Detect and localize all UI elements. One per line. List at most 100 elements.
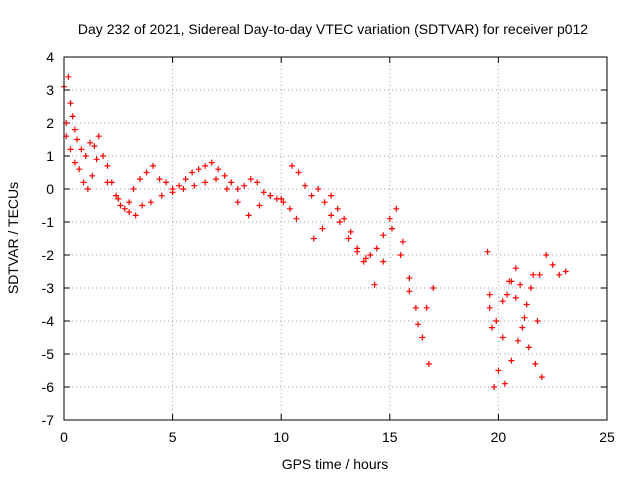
data-point: [213, 176, 220, 183]
data-point: [499, 334, 506, 341]
y-tick-label: -1: [42, 214, 55, 230]
data-point: [95, 133, 102, 140]
data-point: [247, 176, 254, 183]
data-point: [493, 318, 500, 324]
y-tick-label: 0: [46, 181, 54, 197]
data-point: [386, 215, 393, 222]
data-point: [556, 271, 563, 278]
data-point: [89, 172, 96, 179]
data-point: [234, 199, 241, 206]
data-points: [61, 73, 569, 390]
data-point: [360, 258, 367, 265]
data-point: [380, 232, 387, 239]
data-point: [347, 228, 354, 235]
y-tick-label: -5: [42, 346, 55, 362]
data-point: [328, 192, 335, 199]
data-point: [512, 265, 519, 272]
data-point: [341, 215, 348, 222]
series-sdtvar-d: [310, 212, 437, 328]
series-sdtvar-c: [289, 162, 432, 367]
data-point: [80, 179, 87, 186]
data-point: [367, 252, 374, 258]
data-point: [87, 139, 94, 146]
data-point: [74, 136, 81, 143]
y-tick-label: -4: [42, 313, 55, 329]
data-point: [430, 285, 437, 291]
y-tick-label: 4: [46, 49, 54, 65]
data-point: [223, 186, 230, 192]
data-point: [191, 182, 198, 189]
data-point: [488, 324, 495, 331]
data-point: [334, 205, 341, 212]
plot-frame: [63, 56, 608, 421]
x-tick-label: 25: [599, 429, 615, 445]
data-point: [419, 334, 426, 341]
data-point: [228, 179, 235, 186]
data-point: [69, 113, 76, 120]
data-point: [530, 271, 537, 278]
data-point: [150, 162, 157, 169]
series-sdtvar-b: [63, 133, 285, 219]
data-point: [113, 192, 120, 199]
data-point: [91, 143, 98, 150]
x-axis-label: GPS time / hours: [282, 456, 389, 472]
data-point: [65, 73, 72, 80]
data-point: [371, 281, 378, 288]
data-point: [354, 248, 361, 255]
x-tick-label: 10: [273, 429, 289, 445]
data-point: [289, 162, 296, 169]
data-point: [82, 153, 89, 159]
data-point: [256, 202, 263, 209]
data-point: [104, 179, 111, 186]
data-point: [525, 344, 532, 351]
x-tick-label: 15: [382, 429, 398, 445]
data-point: [425, 360, 432, 367]
data-point: [319, 225, 326, 232]
data-point: [512, 294, 519, 301]
data-point: [328, 212, 335, 219]
data-point: [189, 169, 196, 176]
data-point: [315, 186, 322, 192]
data-point: [527, 285, 534, 291]
data-point: [295, 169, 302, 176]
data-point: [147, 199, 154, 206]
data-point: [302, 182, 309, 189]
data-point: [517, 281, 524, 288]
data-point: [67, 100, 74, 107]
series-sdtvar-a: [61, 73, 300, 222]
data-point: [137, 176, 144, 183]
data-point: [499, 298, 506, 305]
data-point: [399, 238, 406, 245]
data-point: [293, 215, 300, 222]
data-point: [93, 156, 100, 163]
data-point: [423, 304, 430, 311]
data-point: [308, 192, 315, 199]
data-point: [538, 374, 545, 381]
data-point: [115, 195, 122, 202]
data-point: [169, 189, 176, 196]
data-point: [267, 192, 274, 199]
data-point: [260, 189, 267, 196]
data-point: [532, 360, 539, 367]
data-point: [195, 166, 202, 173]
data-point: [514, 337, 521, 344]
data-point: [519, 324, 526, 331]
data-point: [215, 166, 222, 173]
data-point: [156, 176, 163, 183]
data-point: [543, 252, 550, 258]
data-point: [406, 275, 413, 282]
data-point: [84, 186, 91, 192]
data-point: [484, 248, 491, 255]
data-point: [132, 212, 139, 219]
data-point: [562, 268, 569, 275]
data-point: [412, 304, 419, 311]
data-point: [71, 159, 78, 166]
data-point: [286, 205, 293, 212]
data-point: [241, 182, 248, 189]
y-tick-label: -2: [42, 247, 55, 263]
data-point: [486, 304, 493, 311]
data-point: [534, 318, 541, 324]
data-point: [182, 176, 189, 183]
y-tick-label: -7: [42, 412, 55, 428]
